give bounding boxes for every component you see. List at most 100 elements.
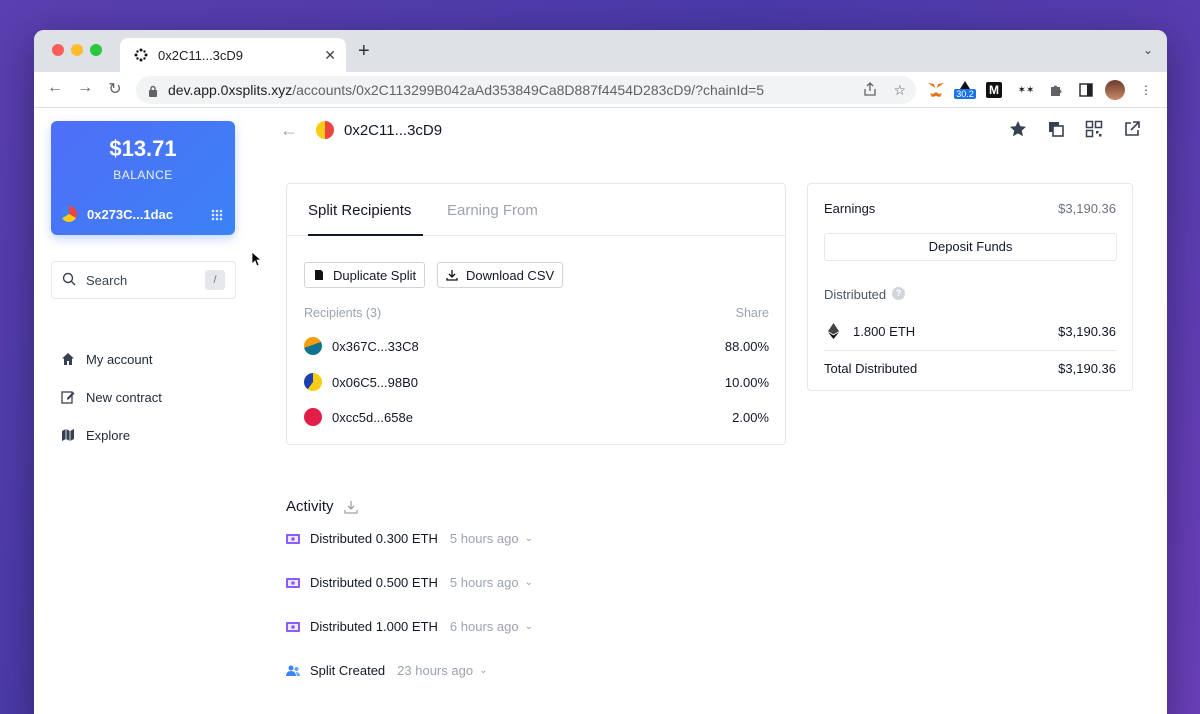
activity-label: Distributed 1.000 ETH xyxy=(310,619,438,634)
puzzle-extensions-icon[interactable] xyxy=(1046,80,1066,100)
activity-title: Activity xyxy=(286,498,334,515)
back-arrow-icon[interactable]: ← xyxy=(47,79,63,96)
account-address-text: 0x273C...1dac xyxy=(87,206,174,222)
download-csv-label: Download CSV xyxy=(466,267,555,283)
address-bar[interactable]: dev.app.0xsplits.xyz/accounts/0x2C113299… xyxy=(136,76,916,104)
back-arrow-icon[interactable]: ← xyxy=(280,120,298,140)
page-title: 0x2C11...3cD9 xyxy=(344,122,443,139)
earnings-row: Earnings $3,190.36 xyxy=(824,201,1116,216)
close-window-button[interactable] xyxy=(52,44,64,56)
duplicate-split-button[interactable]: Duplicate Split xyxy=(304,262,426,288)
recipient-share: 88.00% xyxy=(724,338,769,354)
browser-toolbar: ← → ↻ dev.app.0xsplits.xyz/accounts/0x2C… xyxy=(34,72,1167,108)
network-icon[interactable] xyxy=(209,207,225,223)
side-panel-icon[interactable] xyxy=(1076,80,1096,100)
activity-time: 5 hours ago xyxy=(449,575,519,590)
extension-badge-icon[interactable]: 30.2 xyxy=(954,80,976,100)
deposit-funds-button[interactable]: Deposit Funds xyxy=(824,233,1117,261)
qr-code-icon[interactable] xyxy=(1085,120,1103,138)
copy-icon[interactable] xyxy=(1047,120,1065,138)
browser-window: 0x2C11...3cD9 ✕ + ⌄ ← → ↻ dev.app.0xspli… xyxy=(34,30,1167,714)
download-icon xyxy=(446,269,458,281)
edit-icon xyxy=(60,389,76,405)
minimize-window-button[interactable] xyxy=(71,44,83,56)
forward-arrow-icon[interactable]: → xyxy=(77,79,93,96)
total-distributed-value: $3,190.36 xyxy=(1058,361,1116,376)
money-icon xyxy=(286,533,300,545)
token-value: $3,190.36 xyxy=(1058,323,1116,339)
download-csv-button[interactable]: Download CSV xyxy=(437,262,564,288)
chevron-down-icon[interactable]: ⌄ xyxy=(524,577,533,588)
mouse-cursor-icon xyxy=(251,251,263,272)
activity-item[interactable]: Distributed 0.500 ETH 5 hours ago ⌄ xyxy=(286,575,533,590)
url-host: dev.app.0xsplits.xyz xyxy=(168,82,293,98)
activity-item[interactable]: Distributed 0.300 ETH 5 hours ago ⌄ xyxy=(286,531,533,546)
recipient-share: 10.00% xyxy=(724,374,769,390)
extension-badge-text: 30.2 xyxy=(954,89,976,99)
header-actions xyxy=(1009,120,1141,138)
bookmark-star-icon[interactable]: ☆ xyxy=(893,82,906,98)
splits-favicon-icon xyxy=(134,48,148,62)
tab-earning-from[interactable]: Earning From xyxy=(447,202,538,219)
profile-avatar[interactable] xyxy=(1105,80,1125,100)
nav-label: My account xyxy=(86,351,153,367)
tab-split-recipients[interactable]: Split Recipients xyxy=(308,202,423,236)
recipient-avatar xyxy=(304,408,322,426)
tab-search-chevron-icon[interactable]: ⌄ xyxy=(1142,43,1153,57)
metamask-icon[interactable] xyxy=(926,80,946,100)
duplicate-split-label: Duplicate Split xyxy=(333,267,417,283)
nav-explore[interactable]: Explore xyxy=(60,427,130,443)
search-box[interactable]: Search / xyxy=(51,261,236,299)
chevron-down-icon[interactable]: ⌄ xyxy=(524,621,533,632)
recipient-row[interactable]: 0x367C...33C8 88.00% xyxy=(304,336,769,356)
recipients-tabs: Split Recipients Earning From xyxy=(287,184,785,236)
distributed-label: Distributed xyxy=(824,287,887,302)
nav-new-contract[interactable]: New contract xyxy=(60,389,162,405)
recipient-row[interactable]: 0x06C5...98B0 10.00% xyxy=(304,372,769,392)
recipient-address: 0xcc5d...658e xyxy=(332,409,413,425)
activity-label: Distributed 0.500 ETH xyxy=(310,575,438,590)
m-extension-icon[interactable]: M xyxy=(986,82,1002,98)
nav-my-account[interactable]: My account xyxy=(60,351,152,367)
balance-card[interactable]: $13.71 BALANCE 0x273C...1dac xyxy=(51,121,235,235)
balance-amount: $13.71 xyxy=(109,136,177,161)
search-label: Search xyxy=(86,272,128,288)
ethereum-icon xyxy=(828,323,839,339)
search-icon xyxy=(62,272,76,289)
chevron-down-icon[interactable]: ⌄ xyxy=(479,665,488,676)
lock-icon xyxy=(148,84,158,97)
dots-extension-icon[interactable]: ✶✶ xyxy=(1017,84,1035,96)
url-path: /accounts/0x2C113299B042aAd353849Ca8D887… xyxy=(292,82,765,98)
activity-item[interactable]: Split Created 23 hours ago ⌄ xyxy=(286,663,487,678)
activity-item[interactable]: Distributed 1.000 ETH 6 hours ago ⌄ xyxy=(286,619,533,634)
token-amount: 1.800 ETH xyxy=(853,323,916,339)
recipient-avatar xyxy=(304,337,322,355)
chevron-down-icon[interactable]: ⌄ xyxy=(524,533,533,544)
download-icon[interactable] xyxy=(343,500,358,514)
new-tab-button[interactable]: + xyxy=(358,40,370,62)
search-shortcut: / xyxy=(205,270,225,290)
browser-tab[interactable]: 0x2C11...3cD9 ✕ xyxy=(120,38,346,72)
external-link-icon[interactable] xyxy=(1123,120,1141,138)
nav-label: New contract xyxy=(86,389,162,405)
recipient-share: 2.00% xyxy=(732,409,769,425)
tab-title: 0x2C11...3cD9 xyxy=(158,47,244,63)
star-icon[interactable] xyxy=(1009,120,1027,138)
duplicate-icon xyxy=(313,269,325,281)
activity-heading: Activity xyxy=(286,498,358,515)
reload-icon[interactable]: ↻ xyxy=(108,81,122,98)
tab-bar: 0x2C11...3cD9 ✕ + ⌄ xyxy=(34,30,1167,72)
recipient-row[interactable]: 0xcc5d...658e 2.00% xyxy=(304,407,769,427)
close-tab-icon[interactable]: ✕ xyxy=(324,46,336,63)
recipient-address: 0x06C5...98B0 xyxy=(332,374,419,390)
account-avatar xyxy=(61,206,77,222)
users-icon xyxy=(286,665,300,677)
share-icon[interactable] xyxy=(863,82,877,99)
home-icon xyxy=(60,351,76,367)
browser-menu-icon[interactable]: ⋮ xyxy=(1140,83,1152,97)
page-content: $13.71 BALANCE 0x273C...1dac Search / My… xyxy=(34,108,1167,714)
help-icon[interactable]: ? xyxy=(892,287,906,300)
total-distributed-row: Total Distributed $3,190.36 xyxy=(824,361,1116,376)
activity-label: Distributed 0.300 ETH xyxy=(310,531,438,546)
maximize-window-button[interactable] xyxy=(90,44,102,56)
